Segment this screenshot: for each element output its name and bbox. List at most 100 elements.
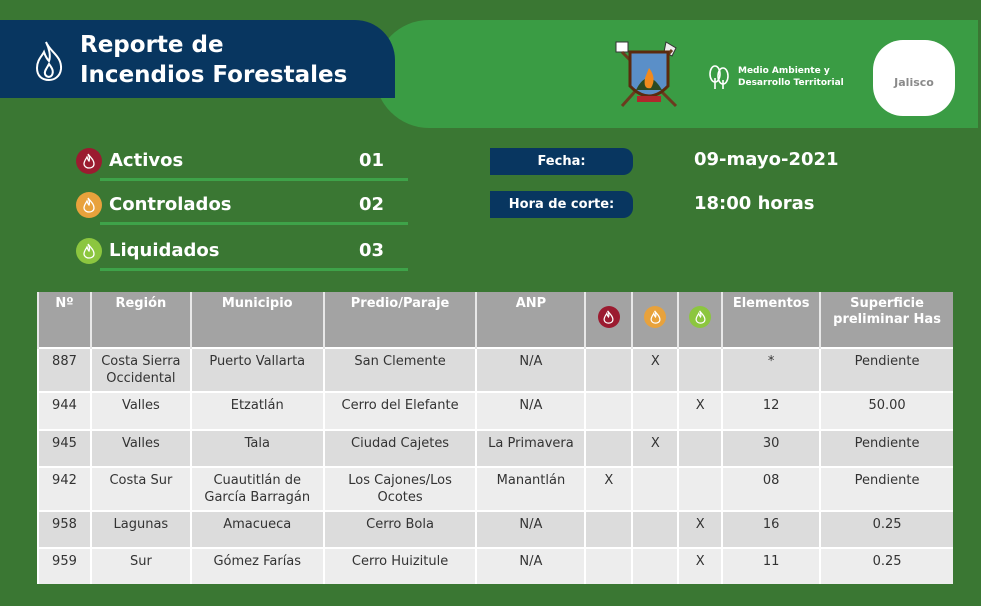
table-cell: Cerro Huizitule bbox=[322, 548, 477, 584]
table-cell: Los Cajones/Los Ocotes bbox=[322, 467, 477, 511]
table-row: 942 Costa Sur Cuautitlán de García Barragá… bbox=[37, 467, 953, 511]
table-cell: X bbox=[677, 392, 723, 430]
table-cell: X bbox=[584, 467, 633, 511]
column-header: Superficie preliminar Has bbox=[819, 292, 953, 348]
fire-icon bbox=[644, 306, 667, 328]
table-cell: Tala bbox=[189, 430, 324, 467]
table-cell bbox=[677, 467, 723, 511]
agency-logo: Medio Ambiente y Desarrollo Territorial bbox=[708, 64, 844, 90]
agency-name-line1: Medio Ambiente y bbox=[738, 66, 830, 76]
table-cell: Pendiente bbox=[819, 348, 953, 392]
fecha-value: 09-mayo-2021 bbox=[694, 149, 839, 170]
table-cell: 50.00 bbox=[819, 392, 953, 430]
title-line1: Reporte de bbox=[80, 32, 224, 58]
summary-label: Liquidados bbox=[109, 240, 220, 261]
column-header: Predio/Paraje bbox=[322, 292, 477, 348]
hora-label: Hora de corte: bbox=[490, 191, 633, 218]
table-cell: 942 bbox=[37, 467, 91, 511]
table-cell: Lagunas bbox=[89, 511, 191, 548]
table-cell: Ciudad Cajetes bbox=[322, 430, 477, 467]
table-cell: Cuautitlán de García Barragán bbox=[189, 467, 324, 511]
table-cell: 887 bbox=[37, 348, 91, 392]
table-cell: Puerto Vallarta bbox=[189, 348, 324, 392]
table-cell: 944 bbox=[37, 392, 91, 430]
table-cell bbox=[584, 392, 633, 430]
jalisco-logo-text: Jalisco bbox=[894, 76, 934, 89]
divider bbox=[100, 222, 408, 225]
tree-icon bbox=[709, 65, 729, 89]
table-cell bbox=[584, 511, 633, 548]
table-cell: 959 bbox=[37, 548, 91, 584]
table-cell: Sur bbox=[89, 548, 191, 584]
table-cell: N/A bbox=[475, 511, 586, 548]
column-header: Elementos bbox=[721, 292, 821, 348]
summary-liquidados: Liquidados 03 bbox=[76, 235, 408, 271]
table-cell: N/A bbox=[475, 548, 586, 584]
table-cell bbox=[584, 348, 633, 392]
header-activo-icon bbox=[584, 292, 633, 348]
fire-icon bbox=[76, 148, 102, 174]
summary-value: 03 bbox=[359, 240, 385, 261]
table-cell: La Primavera bbox=[475, 430, 586, 467]
table-cell: Costa Sur bbox=[89, 467, 191, 511]
table-header: Nº Región Municipio Predio/Paraje ANP Element… bbox=[37, 292, 953, 348]
table-cell: 958 bbox=[37, 511, 91, 548]
jalisco-logo: Jalisco bbox=[873, 40, 955, 116]
table-cell: N/A bbox=[475, 392, 586, 430]
table-cell: 0.25 bbox=[819, 511, 953, 548]
table-cell: N/A bbox=[475, 348, 586, 392]
table-cell: Cerro del Elefante bbox=[322, 392, 477, 430]
hora-value: 18:00 horas bbox=[694, 193, 815, 214]
fire-icon bbox=[689, 306, 712, 328]
table-cell bbox=[584, 548, 633, 584]
table-cell bbox=[677, 430, 723, 467]
summary-controlados: Controlados 02 bbox=[76, 189, 408, 225]
table-cell: Pendiente bbox=[819, 430, 953, 467]
table-row: 945 Valles Tala Ciudad Cajetes La Primavera X… bbox=[37, 430, 953, 467]
table-cell bbox=[677, 348, 723, 392]
table-cell: 12 bbox=[721, 392, 821, 430]
title-line2: Incendios Forestales bbox=[80, 62, 348, 88]
table-cell: 945 bbox=[37, 430, 91, 467]
agency-name-line2: Desarrollo Territorial bbox=[738, 78, 844, 88]
table-cell: Etzatlán bbox=[189, 392, 324, 430]
table-cell: Gómez Farías bbox=[189, 548, 324, 584]
table-cell: X bbox=[677, 548, 723, 584]
fire-icon bbox=[597, 306, 620, 328]
header-controlado-icon bbox=[631, 292, 679, 348]
table-cell: Amacueca bbox=[189, 511, 324, 548]
table-cell: Valles bbox=[89, 392, 191, 430]
table-cell: Manantlán bbox=[475, 467, 586, 511]
table-row: 944 Valles Etzatlán Cerro del Elefante N/A X 1… bbox=[37, 392, 953, 430]
table-row: 958 Lagunas Amacueca Cerro Bola N/A X 16 0.25 bbox=[37, 511, 953, 548]
table-row: 887 Costa Sierra Occidental Puerto Vallart… bbox=[37, 348, 953, 392]
fire-management-logo bbox=[615, 41, 678, 108]
summary-value: 02 bbox=[359, 194, 385, 215]
column-header: Región bbox=[89, 292, 191, 348]
table-cell: Cerro Bola bbox=[322, 511, 477, 548]
table-cell bbox=[584, 430, 633, 467]
fire-icon bbox=[35, 41, 63, 82]
table-cell: 08 bbox=[721, 467, 821, 511]
divider bbox=[100, 178, 408, 181]
table-cell: * bbox=[721, 348, 821, 392]
table-cell: 11 bbox=[721, 548, 821, 584]
summary-label: Activos bbox=[109, 150, 184, 171]
table-cell: X bbox=[631, 430, 679, 467]
summary-label: Controlados bbox=[109, 194, 232, 215]
table-cell: San Clemente bbox=[322, 348, 477, 392]
fires-table: Nº Región Municipio Predio/Paraje ANP Element… bbox=[37, 292, 953, 584]
column-header: Municipio bbox=[189, 292, 324, 348]
table-cell: X bbox=[677, 511, 723, 548]
table-cell: 16 bbox=[721, 511, 821, 548]
table-cell: 30 bbox=[721, 430, 821, 467]
summary-activos: Activos 01 bbox=[76, 145, 408, 181]
table-cell: Pendiente bbox=[819, 467, 953, 511]
summary-value: 01 bbox=[359, 150, 385, 171]
header-liquidado-icon bbox=[677, 292, 723, 348]
title-box: Reporte de Incendios Forestales bbox=[0, 20, 395, 98]
table-row: 959 Sur Gómez Farías Cerro Huizitule N/A X 11 0… bbox=[37, 548, 953, 584]
table-cell: Valles bbox=[89, 430, 191, 467]
column-header: ANP bbox=[475, 292, 586, 348]
table-cell: X bbox=[631, 348, 679, 392]
